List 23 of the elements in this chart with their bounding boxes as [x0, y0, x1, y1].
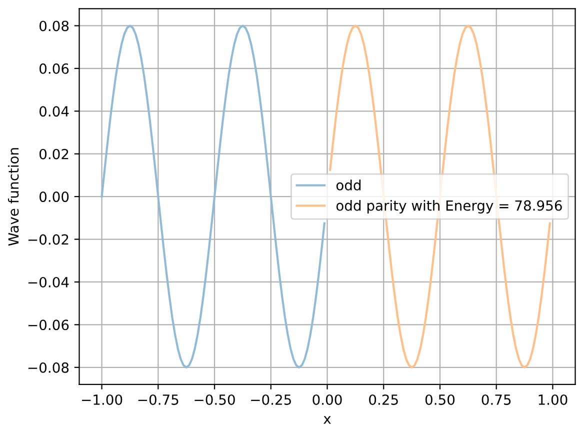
- y-tick-label: −0.04: [28, 276, 69, 288]
- x-axis-title: x: [324, 416, 331, 424]
- x-tick-label: −0.25: [251, 394, 291, 405]
- x-tick-label: 1.00: [538, 394, 568, 405]
- legend-label: odd: [336, 180, 361, 190]
- y-axis-title: Wave function: [8, 148, 19, 246]
- x-tick-label: 0.50: [425, 394, 455, 405]
- y-tick-label: 0.08: [40, 20, 69, 32]
- line-series: [100, 24, 326, 368]
- legend-label: odd parity with Energy = 78.956: [336, 200, 562, 214]
- y-tick-label: 0.02: [40, 148, 68, 160]
- x-tick-label: 0.75: [482, 394, 511, 405]
- x-tick-label: −0.75: [138, 394, 178, 405]
- y-tick-label: −0.06: [28, 320, 69, 330]
- y-tick-label: −0.08: [28, 362, 69, 373]
- x-tick-label: −1.00: [82, 394, 122, 405]
- y-tick-label: −0.02: [28, 234, 68, 245]
- x-tick-label: 0.00: [312, 394, 342, 405]
- x-tick-label: 0.25: [369, 394, 398, 405]
- y-tick-label: 0.06: [40, 63, 69, 74]
- x-tick-label: −0.50: [194, 394, 235, 405]
- y-tick-label: 0.04: [40, 106, 69, 117]
- y-tick-label: 0.00: [40, 192, 69, 202]
